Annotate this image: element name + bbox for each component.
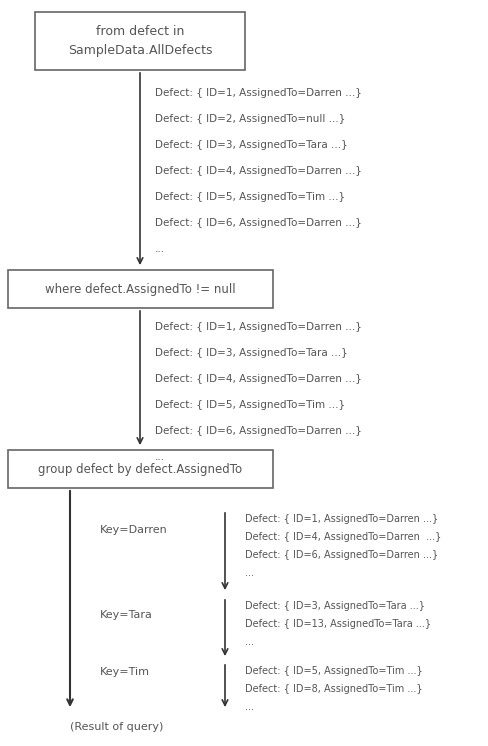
Text: Defect: { ID=8, AssignedTo=Tim ...}: Defect: { ID=8, AssignedTo=Tim ...} — [245, 684, 423, 694]
Text: ...: ... — [155, 452, 165, 462]
Text: Defect: { ID=5, AssignedTo=Tim ...}: Defect: { ID=5, AssignedTo=Tim ...} — [155, 400, 345, 410]
Text: Defect: { ID=4, AssignedTo=Darren ...}: Defect: { ID=4, AssignedTo=Darren ...} — [155, 166, 362, 176]
Text: group defect by defect.AssignedTo: group defect by defect.AssignedTo — [39, 463, 243, 475]
Text: Defect: { ID=3, AssignedTo=Tara ...}: Defect: { ID=3, AssignedTo=Tara ...} — [245, 601, 425, 611]
Text: where defect.AssignedTo != null: where defect.AssignedTo != null — [45, 283, 236, 295]
Text: ...: ... — [155, 244, 165, 254]
Text: from defect in
SampleData.AllDefects: from defect in SampleData.AllDefects — [68, 25, 212, 57]
Bar — [8, 270, 273, 308]
Text: Key=Tim: Key=Tim — [100, 667, 150, 677]
Text: ...: ... — [245, 568, 254, 578]
Text: Defect: { ID=6, AssignedTo=Darren ...}: Defect: { ID=6, AssignedTo=Darren ...} — [155, 426, 362, 436]
Text: Defect: { ID=1, AssignedTo=Darren ...}: Defect: { ID=1, AssignedTo=Darren ...} — [155, 322, 362, 332]
Bar — [8, 450, 273, 488]
Text: Defect: { ID=1, AssignedTo=Darren ...}: Defect: { ID=1, AssignedTo=Darren ...} — [155, 88, 362, 98]
Text: Key=Tara: Key=Tara — [100, 610, 153, 620]
Text: Defect: { ID=5, AssignedTo=Tim ...}: Defect: { ID=5, AssignedTo=Tim ...} — [245, 666, 423, 676]
Text: Defect: { ID=3, AssignedTo=Tara ...}: Defect: { ID=3, AssignedTo=Tara ...} — [155, 140, 348, 150]
Text: Key=Darren: Key=Darren — [100, 525, 168, 535]
Text: Defect: { ID=13, AssignedTo=Tara ...}: Defect: { ID=13, AssignedTo=Tara ...} — [245, 619, 431, 629]
Text: Defect: { ID=4, AssignedTo=Darren  ...}: Defect: { ID=4, AssignedTo=Darren ...} — [245, 532, 441, 542]
Bar — [35, 12, 245, 70]
Text: Defect: { ID=5, AssignedTo=Tim ...}: Defect: { ID=5, AssignedTo=Tim ...} — [155, 192, 345, 202]
Text: Defect: { ID=4, AssignedTo=Darren ...}: Defect: { ID=4, AssignedTo=Darren ...} — [155, 374, 362, 384]
Text: ...: ... — [245, 637, 254, 647]
Text: (Result of query): (Result of query) — [70, 722, 163, 732]
Text: ...: ... — [245, 702, 254, 712]
Text: Defect: { ID=1, AssignedTo=Darren ...}: Defect: { ID=1, AssignedTo=Darren ...} — [245, 514, 438, 524]
Text: Defect: { ID=3, AssignedTo=Tara ...}: Defect: { ID=3, AssignedTo=Tara ...} — [155, 348, 348, 358]
Text: Defect: { ID=6, AssignedTo=Darren ...}: Defect: { ID=6, AssignedTo=Darren ...} — [155, 218, 362, 228]
Text: Defect: { ID=2, AssignedTo=null ...}: Defect: { ID=2, AssignedTo=null ...} — [155, 114, 346, 124]
Text: Defect: { ID=6, AssignedTo=Darren ...}: Defect: { ID=6, AssignedTo=Darren ...} — [245, 550, 438, 560]
